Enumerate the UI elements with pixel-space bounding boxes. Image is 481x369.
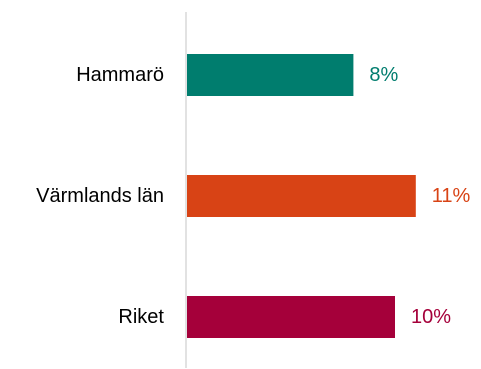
category-label-0: Hammarö [76,64,164,86]
category-label-1: Värmlands län [36,185,164,207]
bar-2 [187,296,395,338]
bar-0 [187,54,354,96]
category-label-2: Riket [118,306,164,328]
value-label-2: 10% [411,306,451,328]
value-label-1: 11% [432,185,471,207]
bars-layer: Hammarö 8% Värmlands län 11% Riket 10% [36,54,471,338]
bar-1 [187,175,416,217]
value-label-0: 8% [369,64,398,86]
